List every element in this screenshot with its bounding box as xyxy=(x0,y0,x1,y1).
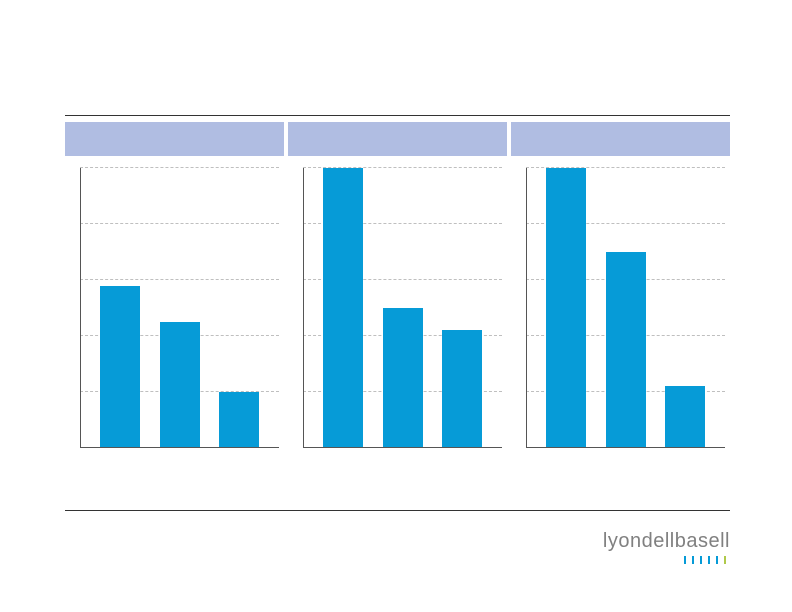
panel-header xyxy=(65,122,284,156)
logo-tick xyxy=(716,556,718,564)
x-axis xyxy=(303,447,502,448)
bar xyxy=(546,168,586,448)
panels-row xyxy=(65,122,730,448)
panel-header xyxy=(288,122,507,156)
y-axis xyxy=(80,168,81,448)
bar xyxy=(323,168,363,448)
chart-area xyxy=(511,168,730,448)
top-rule xyxy=(65,115,730,116)
panel xyxy=(288,122,507,448)
panel xyxy=(511,122,730,448)
y-axis xyxy=(303,168,304,448)
logo-tick xyxy=(724,556,726,564)
plot xyxy=(526,168,725,448)
bars xyxy=(526,168,725,448)
logo-tick xyxy=(700,556,702,564)
logo-tick xyxy=(684,556,686,564)
bar xyxy=(100,286,140,448)
x-axis xyxy=(80,447,279,448)
brand-logo: lyondellbasell xyxy=(603,530,730,564)
bars xyxy=(303,168,502,448)
chart-area xyxy=(288,168,507,448)
plot xyxy=(303,168,502,448)
panel-header xyxy=(511,122,730,156)
logo-ticks xyxy=(603,556,730,564)
logo-text: lyondellbasell xyxy=(603,530,730,552)
bar xyxy=(606,252,646,448)
x-axis xyxy=(526,447,725,448)
bar xyxy=(219,392,259,448)
plot xyxy=(80,168,279,448)
logo-tick xyxy=(692,556,694,564)
bar xyxy=(442,330,482,448)
chart-container xyxy=(65,115,730,448)
bar xyxy=(383,308,423,448)
bar xyxy=(160,322,200,448)
panel xyxy=(65,122,284,448)
bars xyxy=(80,168,279,448)
y-axis xyxy=(526,168,527,448)
bottom-rule xyxy=(65,510,730,511)
bar xyxy=(665,386,705,448)
logo-tick xyxy=(708,556,710,564)
chart-area xyxy=(65,168,284,448)
